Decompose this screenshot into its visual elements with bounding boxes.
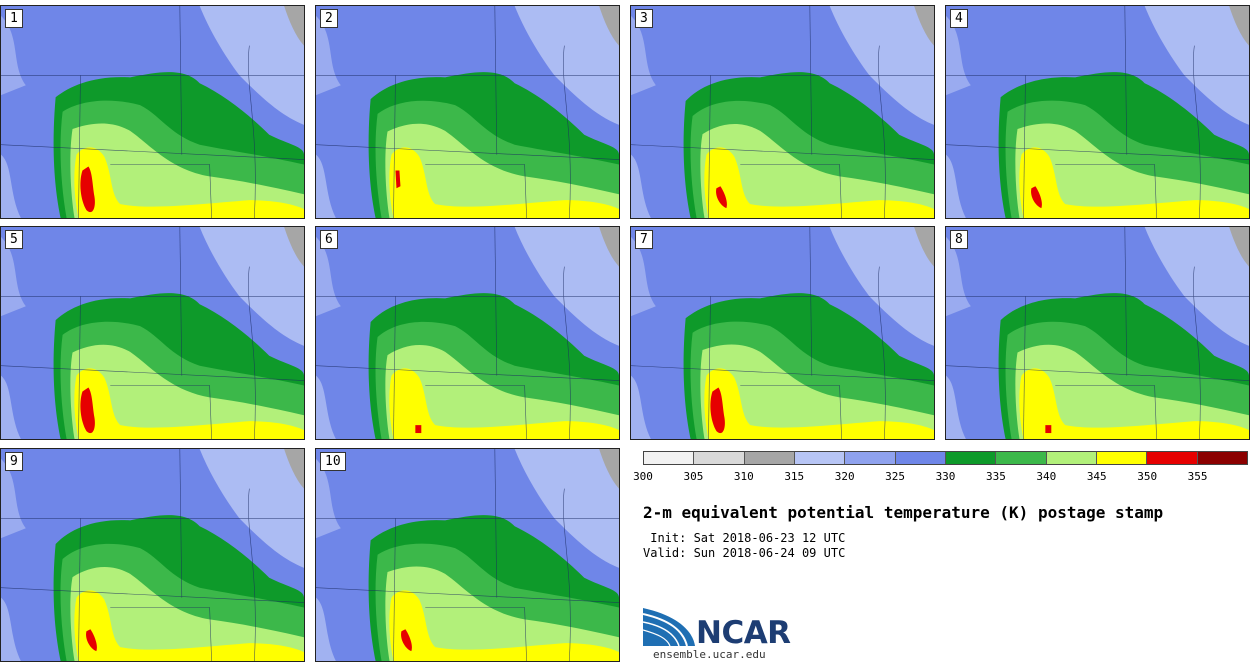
colorbar-tick-label: 325 xyxy=(885,470,906,483)
figure-title: 2-m equivalent potential temperature (K)… xyxy=(643,503,1164,522)
colorbar-tick-label: 355 xyxy=(1187,470,1208,483)
colorbar-segment xyxy=(644,452,695,464)
colorbar-segment xyxy=(1096,452,1148,464)
panel-number: 10 xyxy=(320,452,346,471)
colorbar-tick-label: 340 xyxy=(1036,470,1057,483)
postage-stamp-panel: 1 xyxy=(0,5,305,219)
postage-stamp-panel: 2 xyxy=(315,5,620,219)
postage-stamp-panel: 10 xyxy=(315,448,620,662)
postage-stamp-panel: 6 xyxy=(315,226,620,440)
colorbar-tick-label: 300 xyxy=(633,470,653,483)
colorbar-segment xyxy=(1197,452,1247,464)
colorbar-tick-label: 315 xyxy=(784,470,805,483)
panel-number: 3 xyxy=(635,9,653,28)
colorbar-segment xyxy=(996,452,1047,464)
panel-number: 6 xyxy=(320,230,338,249)
panel-number: 8 xyxy=(950,230,968,249)
postage-stamp-panel: 4 xyxy=(945,5,1250,219)
colorbar-tick-label: 350 xyxy=(1137,470,1158,483)
colorbar-segment xyxy=(744,452,795,464)
panel-number: 1 xyxy=(5,9,23,28)
postage-stamp-panel: 8 xyxy=(945,226,1250,440)
colorbar-tick-label: 305 xyxy=(683,470,704,483)
valid-time: Valid: Sun 2018-06-24 09 UTC xyxy=(643,546,846,560)
panel-number: 9 xyxy=(5,452,23,471)
panel-number: 7 xyxy=(635,230,653,249)
colorbar-segment xyxy=(794,452,846,464)
postage-stamp-panel: 7 xyxy=(630,226,935,440)
postage-stamp-panel: 5 xyxy=(0,226,305,440)
colorbar-tick-label: 345 xyxy=(1086,470,1107,483)
colorbar-segment xyxy=(1147,452,1198,464)
colorbar-segment xyxy=(945,452,997,464)
colorbar-segment xyxy=(1046,452,1097,464)
colorbar-segment xyxy=(694,452,745,464)
colorbar-tick-label: 335 xyxy=(985,470,1006,483)
colorbar-segment xyxy=(895,452,946,464)
panel-number: 5 xyxy=(5,230,23,249)
colorbar-tick-label: 330 xyxy=(935,470,956,483)
logo-text: NCAR xyxy=(696,615,791,651)
logo-url: ensemble.ucar.edu xyxy=(653,648,766,661)
postage-stamp-panel: 9 xyxy=(0,448,305,662)
panel-number: 2 xyxy=(320,9,338,28)
colorbar xyxy=(643,451,1248,465)
colorbar-tick-label: 310 xyxy=(733,470,754,483)
colorbar-ticks: 300 305 310 315 320 325 330 335 340 345 350 355 xyxy=(633,470,1248,484)
init-time: Init: Sat 2018-06-23 12 UTC xyxy=(643,531,846,545)
panel-number: 4 xyxy=(950,9,968,28)
colorbar-segment xyxy=(845,452,896,464)
postage-stamp-panel: 3 xyxy=(630,5,935,219)
colorbar-tick-label: 320 xyxy=(834,470,855,483)
ncar-logo-icon xyxy=(643,608,695,647)
